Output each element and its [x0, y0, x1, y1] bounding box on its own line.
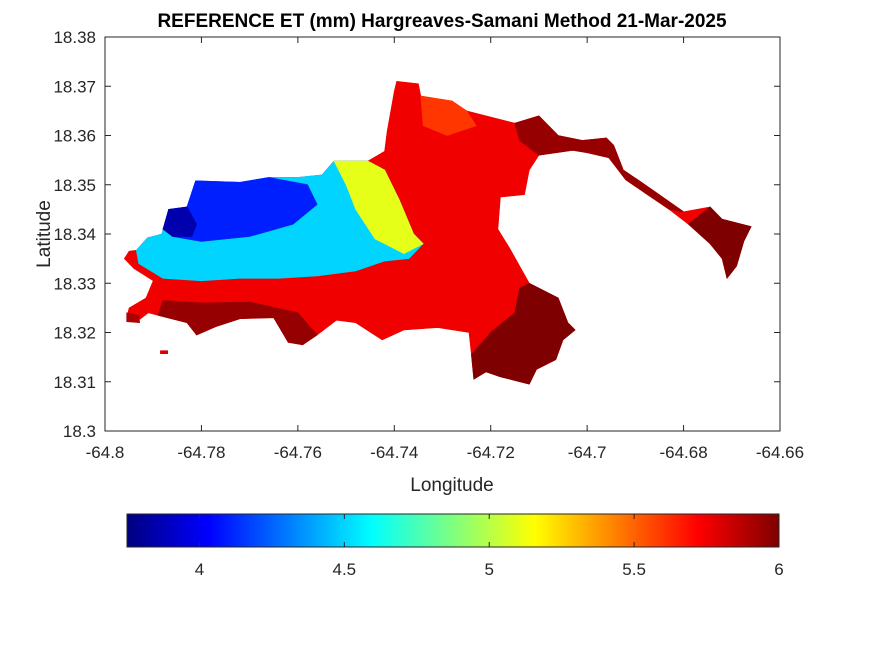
y-tick-label: 18.31: [53, 373, 96, 392]
region-tiny-islet: [160, 350, 168, 354]
region-northeast-strip-hot: [514, 115, 684, 213]
y-tick-label: 18.38: [53, 28, 96, 47]
heatmap-regions: [123, 80, 752, 385]
x-tick-label: -64.72: [467, 443, 515, 462]
x-axis: -64.8 -64.78 -64.76 -64.74 -64.72 -64.7 -64.68…: [86, 37, 804, 462]
colorbar-ticks: 4 4.5 5 5.5 6: [195, 514, 784, 579]
colorbar-tick-label: 5: [484, 560, 493, 579]
colorbar-tick-label: 4: [195, 560, 204, 579]
x-tick-label: -64.74: [370, 443, 418, 462]
x-tick-label: -64.76: [274, 443, 322, 462]
region-southwest-islet: [126, 312, 141, 324]
region-east-peninsula-hot: [687, 206, 752, 279]
x-tick-label: -64.7: [568, 443, 607, 462]
x-tick-label: -64.78: [177, 443, 225, 462]
colorbar-tick-label: 4.5: [333, 560, 357, 579]
region-southeast-hot-zone: [471, 282, 576, 385]
chart-title: REFERENCE ET (mm) Hargreaves-Samani Meth…: [157, 11, 727, 32]
colorbar-tick-label: 5.5: [622, 560, 646, 579]
region-north-orange-patch: [420, 95, 477, 136]
region-north-cool-core: [168, 177, 318, 242]
region-central-transition-zone: [333, 160, 424, 255]
y-tick-label: 18.36: [53, 127, 96, 146]
y-axis: 18.3 18.31 18.32 18.33 18.34 18.35 18.36 18.37 1…: [53, 28, 780, 441]
colorbar: [126, 513, 780, 548]
x-tick-label: -64.8: [86, 443, 125, 462]
y-tick-label: 18.33: [53, 274, 96, 293]
y-tick-label: 18.37: [53, 77, 96, 96]
x-axis-label: Longitude: [410, 475, 493, 496]
y-tick-label: 18.34: [53, 225, 96, 244]
region-south-hot-belt: [157, 300, 318, 346]
y-tick-label: 18.35: [53, 176, 96, 195]
x-tick-label: -64.66: [756, 443, 804, 462]
colorbar-tick-label: 6: [774, 560, 783, 579]
region-west-coldest-core: [162, 206, 197, 237]
y-axis-label: Latitude: [34, 200, 55, 268]
x-tick-label: -64.68: [659, 443, 707, 462]
y-tick-label: 18.3: [63, 422, 96, 441]
y-tick-label: 18.32: [53, 324, 96, 343]
